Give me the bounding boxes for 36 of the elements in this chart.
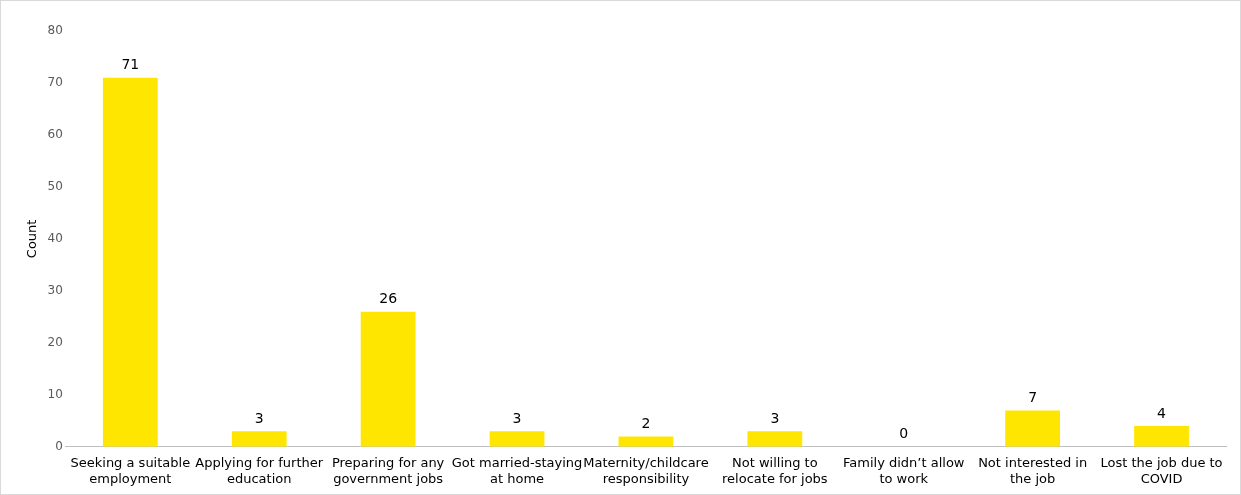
y-tick-label: 70: [47, 75, 63, 90]
bar: [102, 77, 158, 447]
bar: [1134, 426, 1189, 447]
data-label: 7: [1028, 389, 1038, 406]
y-axis-title: Count: [24, 219, 40, 259]
y-tick-label: 50: [47, 179, 63, 194]
data-label: 3: [254, 409, 264, 426]
bar: [489, 431, 545, 447]
y-tick-label: 60: [47, 127, 63, 142]
x-tick-label: Lost the job due to COVID: [1100, 454, 1223, 486]
data-label: 3: [512, 409, 522, 426]
x-tick-label: Got married-staying at home: [451, 454, 583, 486]
data-label: 4: [1157, 404, 1167, 421]
bar: [231, 431, 287, 447]
y-tick-label: 20: [47, 334, 63, 349]
x-tick-label: Preparing for any government jobs: [331, 454, 445, 486]
data-label: 3: [770, 409, 780, 426]
data-label: 71: [121, 56, 140, 73]
bar: [747, 431, 803, 447]
y-tick-label: 0: [55, 438, 63, 453]
x-tick-label: Family didn’t allow to work: [843, 454, 965, 486]
x-tick-label: Seeking a suitable employment: [70, 454, 191, 486]
x-tick-label: Maternity/childcare responsibility: [583, 454, 709, 486]
x-tick-label: Not interested in the job: [978, 454, 1088, 486]
y-tick-label: 10: [47, 386, 63, 401]
y-tick-label: 30: [47, 283, 63, 297]
data-label: 0: [899, 425, 909, 442]
data-label: 26: [379, 290, 398, 307]
data-label: 2: [641, 415, 651, 432]
bar: [360, 311, 416, 447]
bar: [618, 436, 674, 447]
x-tick-label: Not willing to relocate for jobs: [722, 454, 828, 486]
y-tick-label: 80: [47, 23, 63, 38]
bar: [1005, 410, 1061, 447]
x-tick-label: Applying for further education: [195, 454, 324, 486]
y-tick-label: 40: [47, 231, 63, 246]
